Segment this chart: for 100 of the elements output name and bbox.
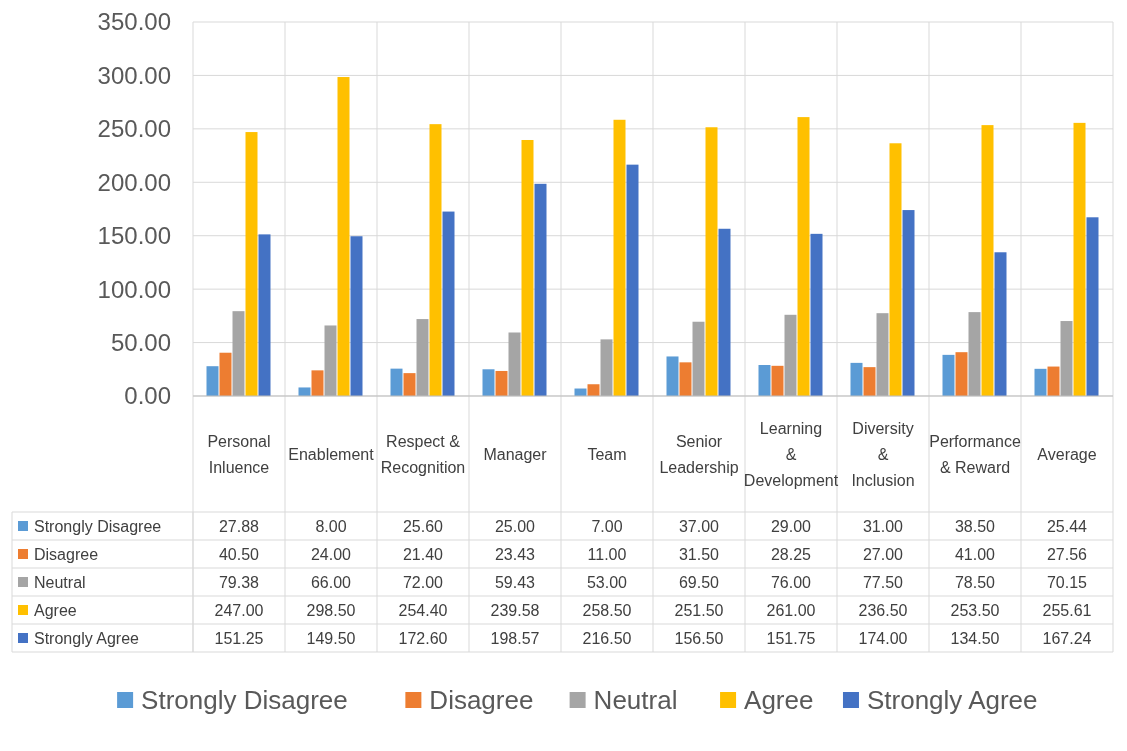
bar xyxy=(850,362,863,396)
data-label: 27.00 xyxy=(862,545,904,563)
data-label: 167.24 xyxy=(1042,629,1092,647)
data-label: 216.50 xyxy=(582,629,632,647)
x-tick-label: Learning & Development xyxy=(743,419,839,489)
y-tick-label: 200.00 xyxy=(97,168,171,196)
bar xyxy=(784,314,797,396)
data-label: 253.50 xyxy=(950,601,1000,619)
x-tick-label: Diversity & Inclusion xyxy=(851,419,915,489)
data-label: 27.88 xyxy=(218,517,260,535)
legend-label: Neutral xyxy=(34,573,86,591)
data-label: 76.00 xyxy=(770,573,812,591)
data-label: 156.50 xyxy=(674,629,724,647)
bar xyxy=(245,132,258,396)
data-label: 38.50 xyxy=(954,517,996,535)
bar xyxy=(258,234,271,396)
legend-label: Agree xyxy=(34,601,77,619)
data-label: 24.00 xyxy=(310,545,352,563)
bar xyxy=(718,228,731,396)
bar xyxy=(521,139,534,396)
bar xyxy=(219,352,232,396)
data-label: 31.50 xyxy=(678,545,720,563)
data-label: 247.00 xyxy=(214,601,264,619)
data-label: 27.56 xyxy=(1046,545,1088,563)
data-label: 59.43 xyxy=(494,573,536,591)
data-label: 53.00 xyxy=(586,573,628,591)
data-label: 23.43 xyxy=(494,545,536,563)
data-label: 78.50 xyxy=(954,573,996,591)
data-label: 11.00 xyxy=(587,545,627,563)
x-tick-label: Enablement xyxy=(288,445,375,463)
data-label: 251.50 xyxy=(674,601,724,619)
bar xyxy=(902,210,915,396)
bar xyxy=(810,233,823,396)
bar xyxy=(942,354,955,396)
data-label: 29.00 xyxy=(770,517,812,535)
data-label: 21.40 xyxy=(402,545,444,563)
bar xyxy=(1060,321,1073,396)
data-label: 298.50 xyxy=(306,601,356,619)
data-label: 72.00 xyxy=(402,573,444,591)
data-label: 66.00 xyxy=(310,573,352,591)
y-tick-label: 150.00 xyxy=(97,222,171,250)
bar xyxy=(337,77,350,396)
data-label: 255.61 xyxy=(1042,601,1092,619)
x-tick-label: Average xyxy=(1037,445,1097,463)
data-label: 41.00 xyxy=(954,545,996,563)
data-label: 134.50 xyxy=(950,629,1000,647)
bar xyxy=(508,332,521,396)
bar xyxy=(1086,217,1099,396)
data-label: 174.00 xyxy=(858,629,908,647)
data-label: 25.60 xyxy=(402,517,444,535)
bar xyxy=(587,384,600,396)
bar xyxy=(442,211,455,396)
bar xyxy=(534,183,547,396)
data-label: 236.50 xyxy=(858,601,908,619)
bar xyxy=(416,319,429,396)
y-tick-label: 100.00 xyxy=(97,275,171,303)
text: Disagree xyxy=(429,685,534,716)
bar xyxy=(600,339,613,396)
bar xyxy=(863,367,876,396)
bar xyxy=(968,312,981,396)
text: Neutral xyxy=(593,685,678,716)
data-label: 77.50 xyxy=(862,573,904,591)
data-label: 261.00 xyxy=(766,601,816,619)
legend-label: Strongly Agree xyxy=(34,629,140,647)
data-label: 25.00 xyxy=(494,517,536,535)
data-label: 258.50 xyxy=(582,601,632,619)
bar xyxy=(679,362,692,396)
bar xyxy=(666,356,679,396)
legend-label: Disagree xyxy=(34,545,99,563)
bar xyxy=(495,370,508,396)
data-label: 25.44 xyxy=(1046,517,1088,535)
data-label: 7.00 xyxy=(591,517,623,535)
bar xyxy=(232,311,245,396)
data-label: 149.50 xyxy=(306,629,356,647)
bar xyxy=(876,313,889,396)
bar xyxy=(311,370,324,396)
bar xyxy=(692,321,705,396)
bar xyxy=(994,252,1007,396)
data-label: 70.15 xyxy=(1046,573,1088,591)
bar xyxy=(429,124,442,396)
x-tick-label: Senior Leadership xyxy=(659,432,739,476)
data-label: 239.58 xyxy=(490,601,540,619)
bar xyxy=(758,365,771,396)
bar xyxy=(613,119,626,396)
data-label: 69.50 xyxy=(678,573,720,591)
text: Strongly Agree xyxy=(866,685,1038,716)
bar xyxy=(298,387,311,396)
bar xyxy=(350,236,363,396)
y-tick-label: 0.00 xyxy=(124,382,171,410)
data-label: 254.40 xyxy=(398,601,448,619)
data-label: 151.25 xyxy=(214,629,264,647)
data-label: 79.38 xyxy=(218,573,260,591)
bar xyxy=(1073,122,1086,396)
data-label: 172.60 xyxy=(398,629,448,647)
bar xyxy=(955,352,968,396)
bar xyxy=(981,125,994,396)
text: Strongly Disagree xyxy=(141,685,348,716)
x-tick-label: Respect & Recognition xyxy=(380,432,466,476)
data-label: 198.57 xyxy=(490,629,540,647)
bar xyxy=(324,325,337,396)
